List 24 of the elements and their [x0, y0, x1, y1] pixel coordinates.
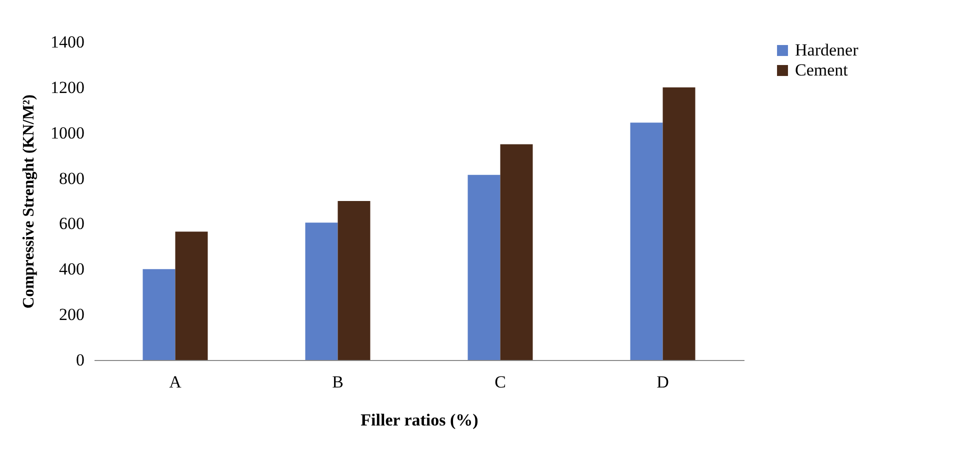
bar: [142, 269, 176, 360]
bar: [662, 87, 696, 360]
y-tick-label: 600: [59, 214, 84, 234]
y-tick-label: 1200: [50, 78, 84, 97]
y-tick-label: 1400: [50, 32, 84, 52]
x-tick-label: D: [656, 372, 669, 392]
y-tick-label: 0: [76, 350, 84, 370]
bar: [305, 222, 338, 360]
x-tick-label: C: [494, 372, 506, 392]
x-tick-label: B: [332, 372, 344, 392]
bar: [338, 201, 370, 360]
x-tick-label: A: [169, 372, 182, 392]
bar: [630, 122, 663, 360]
legend-label: Cement: [795, 60, 848, 80]
y-tick-label: 1000: [50, 123, 84, 142]
y-tick-label: 400: [59, 260, 84, 279]
x-axis-title: Filler ratios (%): [360, 410, 478, 430]
bar: [500, 144, 533, 360]
y-axis-title: Compressive Strenght (KN/M²): [20, 94, 38, 308]
y-tick-label: 800: [59, 168, 84, 188]
y-tick-label: 200: [59, 305, 84, 324]
bar: [175, 232, 208, 360]
legend-label: Hardener: [795, 40, 859, 60]
bar: [468, 174, 500, 360]
